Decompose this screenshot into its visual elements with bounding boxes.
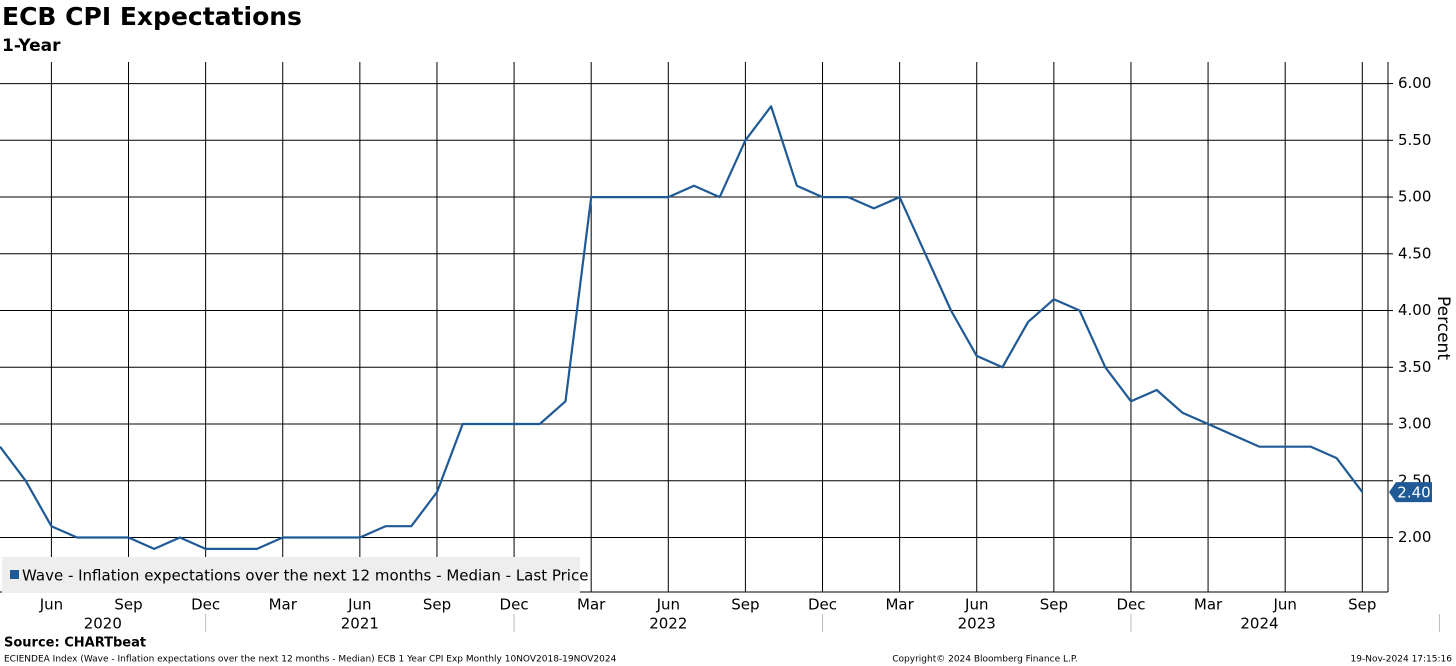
y-tick-label: 5.00 xyxy=(1398,188,1431,206)
x-tick-label: Sep xyxy=(1348,596,1376,614)
legend-box xyxy=(2,557,580,593)
year-label: 2023 xyxy=(958,615,996,633)
source: Source: CHARTbeat xyxy=(4,636,146,651)
y-tick-label: 6.00 xyxy=(1398,74,1431,92)
x-tick-label: Mar xyxy=(1194,596,1223,614)
y-tick-label: 3.00 xyxy=(1398,415,1431,433)
footer-center: Copyright© 2024 Bloomberg Finance L.P. xyxy=(892,655,1077,665)
last-price-box xyxy=(1389,482,1432,503)
x-tick-label: Sep xyxy=(423,596,451,614)
x-tick-label: Mar xyxy=(269,596,298,614)
x-tick-label: Sep xyxy=(114,596,142,614)
x-tick-label: Jun xyxy=(347,596,371,614)
y-tick-label: 2.00 xyxy=(1398,528,1431,546)
chart-subtitle: 1-Year xyxy=(2,36,61,56)
x-tick-label: Dec xyxy=(500,596,529,614)
y-tick-label: 3.50 xyxy=(1398,358,1431,376)
footer-left: ECIENDEA Index (Wave - Inflation expecta… xyxy=(4,655,617,665)
x-tick-label: Mar xyxy=(577,596,606,614)
y-tick-label: 4.50 xyxy=(1398,244,1431,262)
y-tick-label: 4.00 xyxy=(1398,301,1431,319)
chart-title: ECB CPI Expectations xyxy=(2,2,302,31)
x-tick-label: Sep xyxy=(1040,596,1068,614)
legend-label: Wave - Inflation expectations over the n… xyxy=(22,567,588,585)
x-tick-label: Dec xyxy=(1116,596,1145,614)
y-tick-label: 5.50 xyxy=(1398,131,1431,149)
x-tick-label: Jun xyxy=(656,596,680,614)
year-label: 2021 xyxy=(341,615,379,633)
x-tick-label: Sep xyxy=(731,596,759,614)
y-axis-label: Percent xyxy=(1433,296,1453,360)
x-tick-label: Dec xyxy=(191,596,220,614)
last-price-label: 2.40 xyxy=(1397,484,1430,502)
x-tick-label: Jun xyxy=(1272,596,1296,614)
year-label: 2022 xyxy=(649,615,687,633)
footer-right: 19-Nov-2024 17:15:16 xyxy=(1351,655,1453,665)
line-series xyxy=(0,105,1364,550)
year-label: 2020 xyxy=(84,615,122,633)
x-tick-label: Jun xyxy=(39,596,63,614)
x-tick-label: Mar xyxy=(885,596,914,614)
x-tick-label: Jun xyxy=(964,596,988,614)
legend-swatch xyxy=(10,570,19,579)
x-tick-label: Dec xyxy=(808,596,837,614)
year-label: 2024 xyxy=(1240,615,1278,633)
